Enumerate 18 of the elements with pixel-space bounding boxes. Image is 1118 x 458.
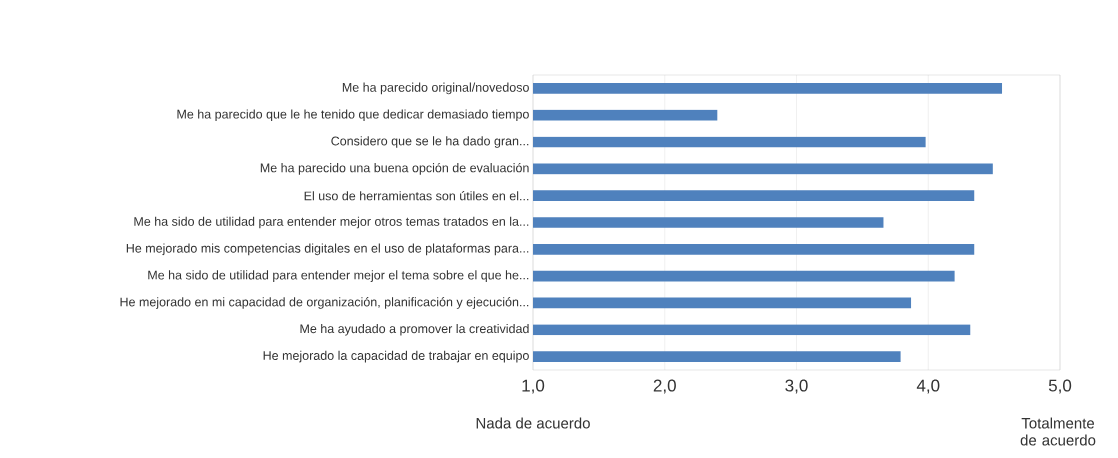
- y-tick-label: Me ha parecido que le he tenido que dedicar demasiado tiempo: [177, 109, 529, 122]
- y-tick-label: Me ha sido de utilidad para entender mejor otros temas tratados en la...: [134, 216, 529, 229]
- y-tick-label: Me ha ayudado a promover la creatividad: [300, 323, 529, 336]
- y-tick-label: El uso de herramientas son útiles en el...: [304, 191, 529, 201]
- text: Nada de acuerdo: [476, 417, 590, 429]
- text: Totalmente de acuerdo: [1020, 417, 1096, 446]
- x-tick-label: 5,0: [1048, 379, 1072, 394]
- y-tick-label: Considero que se le ha dado gran...: [331, 136, 529, 148]
- y-tick-label: He mejorado mis competencias digitales en el uso de plataformas para...: [126, 243, 529, 256]
- y-tick-label: He mejorado la capacidad de trabajar en equipo: [263, 350, 529, 363]
- x-tick-label: 1,0: [522, 379, 545, 394]
- x-tick-label: 2,0: [653, 379, 676, 394]
- y-tick-label: He mejorado en mi capacidad de organización, planificación y ejecución...: [120, 297, 529, 309]
- y-tick-label: Me ha parecido original/novedoso: [342, 82, 529, 95]
- y-tick-label: Me ha sido de utilidad para entender mejor el tema sobre el que he...: [148, 270, 529, 282]
- x-tick-label: 4,0: [916, 379, 940, 394]
- y-tick-label: Me ha parecido una buena opción de evaluación: [260, 162, 529, 175]
- x-tick-label: 3,0: [785, 379, 808, 394]
